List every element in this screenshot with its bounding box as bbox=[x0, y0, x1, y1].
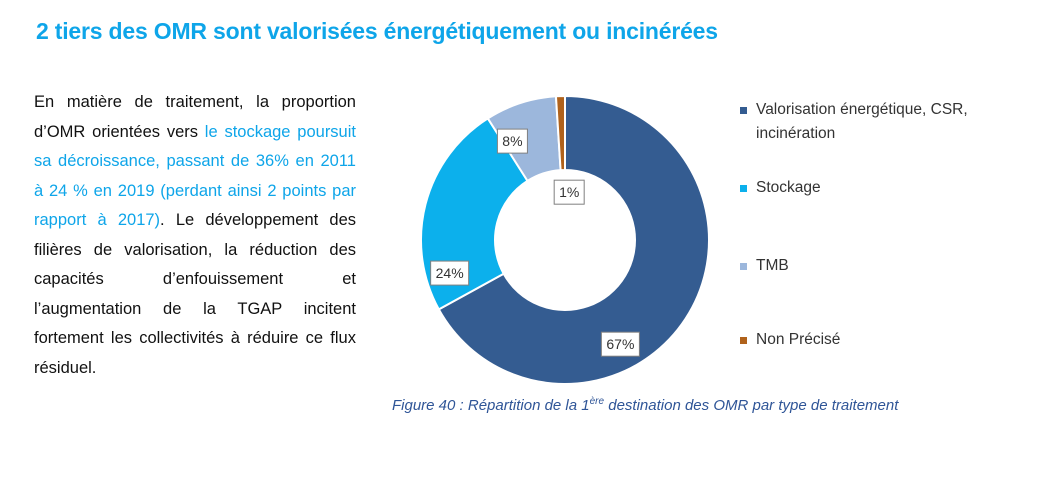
caption-prefix: Figure 40 : Répartition de la 1 bbox=[392, 397, 590, 414]
donut-slice-0 bbox=[437, 94, 710, 385]
slice-label-box-0 bbox=[600, 331, 640, 357]
donut-chart: 67% 24% 8% 1% bbox=[420, 94, 710, 385]
legend-item-1: Stockage bbox=[740, 176, 821, 200]
caption-superscript: ère bbox=[589, 396, 605, 407]
donut-slices bbox=[420, 94, 710, 385]
slice-label-2: 8% bbox=[502, 133, 522, 149]
legend-swatch-1 bbox=[740, 185, 747, 192]
body-text-part1: En matière de traitement, la proportion … bbox=[34, 93, 356, 141]
body-paragraph: En matière de traitement, la proportion … bbox=[34, 88, 356, 383]
legend-item-2: TMB bbox=[740, 254, 789, 278]
page-heading: 2 tiers des OMR sont valorisées énergéti… bbox=[36, 18, 718, 44]
body-text-highlight: le stockage poursuit sa décroissance, pa… bbox=[34, 122, 356, 230]
slice-label-box-2 bbox=[496, 128, 528, 154]
legend-label-1: Stockage bbox=[756, 179, 821, 196]
legend-label-0: Valorisation énergétique, CSR, incinérat… bbox=[756, 101, 968, 142]
slice-label-3: 1% bbox=[559, 184, 579, 200]
slice-label-box-1 bbox=[430, 260, 470, 286]
slice-label-0: 67% bbox=[606, 336, 634, 352]
legend-item-0: Valorisation énergétique, CSR, incinérat… bbox=[740, 98, 1006, 146]
legend-swatch-0 bbox=[740, 107, 747, 114]
legend-swatch-2 bbox=[740, 263, 747, 270]
body-text-part2: . Le développement des filières de valor… bbox=[34, 211, 356, 377]
donut-slice-3 bbox=[554, 94, 566, 172]
slice-label-box-3 bbox=[553, 179, 585, 205]
legend-item-3: Non Précisé bbox=[740, 328, 840, 352]
legend-swatch-3 bbox=[740, 337, 747, 344]
donut-labels: 67% 24% 8% 1% bbox=[430, 128, 640, 357]
caption-suffix: destination des OMR par type de traiteme… bbox=[604, 397, 899, 414]
figure-caption: Figure 40 : Répartition de la 1ère desti… bbox=[392, 396, 898, 414]
legend-label-2: TMB bbox=[756, 257, 789, 274]
slice-label-1: 24% bbox=[436, 265, 464, 281]
legend-label-3: Non Précisé bbox=[756, 331, 841, 348]
